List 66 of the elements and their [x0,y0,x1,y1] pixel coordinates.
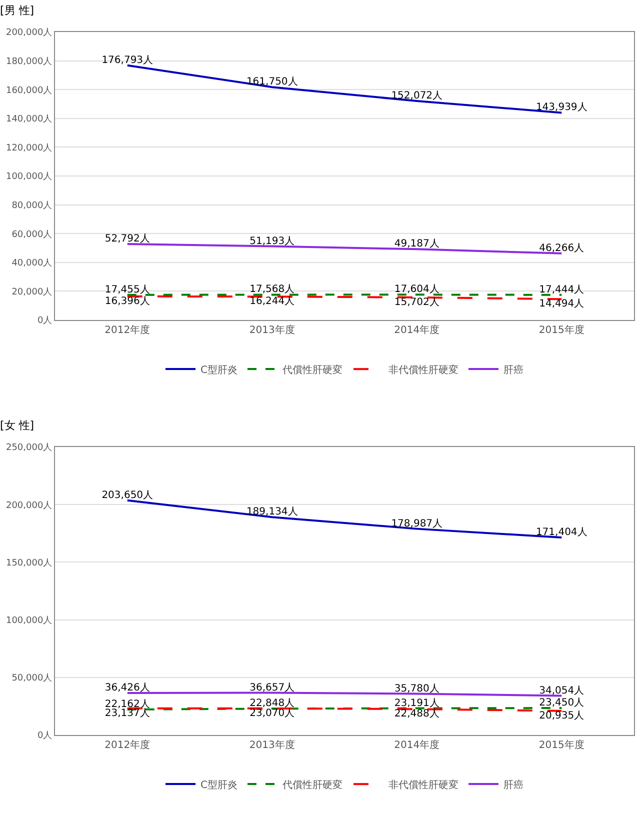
x-tick-label: 2012年度 [104,739,150,751]
x-tick-label: 2015年度 [538,739,584,751]
data-label: 46,266人 [539,242,584,254]
data-label: 20,935人 [539,710,584,722]
data-label: 16,396人 [104,296,150,307]
data-label: 35,780人 [394,683,440,694]
data-label: 161,750人 [246,76,298,88]
data-label: 16,244人 [250,296,295,308]
x-tick-label: 2014年度 [394,739,440,751]
legend-label: 肝癌 [503,364,524,376]
y-tick-label: 140,000人 [6,114,52,125]
data-label: 171,404人 [536,527,588,538]
legend-label: C型肝炎 [200,364,238,376]
legend-label: C型肝炎 [200,778,238,791]
y-tick-label: 40,000人 [12,258,52,269]
legend-label: 代償性肝硬変 [281,364,342,376]
data-label: 23,191人 [394,698,440,709]
y-tick-label: 160,000人 [6,84,52,96]
data-label: 34,054人 [539,685,584,696]
x-tick-label: 2013年度 [249,324,295,336]
data-label: 22,488人 [394,708,440,720]
data-label: 203,650人 [102,490,154,501]
x-tick-label: 2015年度 [538,324,584,336]
y-tick-label: 150,000人 [6,557,52,568]
y-tick-label: 100,000人 [6,171,52,182]
data-label: 14,494人 [539,298,584,310]
legend-label: 代償性肝硬変 [281,778,342,791]
y-tick-label: 20,000人 [12,286,52,298]
data-label: 23,450人 [539,697,584,708]
data-label: 17,604人 [394,284,440,296]
data-label: 51,193人 [250,236,295,247]
chart-title: [女 性] [0,418,34,432]
y-tick-label: 60,000人 [12,228,52,240]
data-label: 178,987人 [391,518,443,530]
data-label: 49,187人 [394,238,440,250]
x-tick-label: 2013年度 [249,739,295,751]
x-tick-label: 2014年度 [394,324,440,336]
y-tick-label: 0人 [37,730,52,742]
data-label: 17,455人 [104,284,150,296]
y-tick-label: 120,000人 [6,142,52,154]
legend-label: 肝癌 [503,778,524,791]
y-tick-label: 50,000人 [12,672,52,684]
data-label: 143,939人 [536,102,588,114]
data-label: 152,072人 [391,90,443,102]
data-label: 189,134人 [246,506,298,518]
y-tick-label: 200,000人 [6,500,52,511]
y-tick-label: 180,000人 [6,56,52,67]
chart-title: [男 性] [0,4,34,17]
x-tick-label: 2012年度 [104,324,150,336]
y-tick-label: 0人 [37,315,52,326]
data-label: 17,568人 [250,284,295,296]
data-label: 52,792人 [104,233,150,244]
data-label: 36,657人 [250,682,295,694]
data-label: 23,070人 [250,708,295,719]
y-tick-label: 250,000人 [6,442,52,454]
y-tick-label: 200,000人 [6,27,52,38]
y-tick-label: 80,000人 [12,200,52,211]
data-label: 22,848人 [250,698,295,710]
data-label: 23,137人 [104,708,150,719]
data-label: 36,426人 [104,682,150,694]
legend-label: 非代償性肝硬変 [388,778,458,791]
data-label: 176,793人 [102,54,154,66]
legend-label: 非代償性肝硬変 [388,364,458,376]
y-tick-label: 100,000人 [6,614,52,626]
data-label: 15,702人 [394,296,440,308]
data-label: 17,444人 [539,284,584,296]
